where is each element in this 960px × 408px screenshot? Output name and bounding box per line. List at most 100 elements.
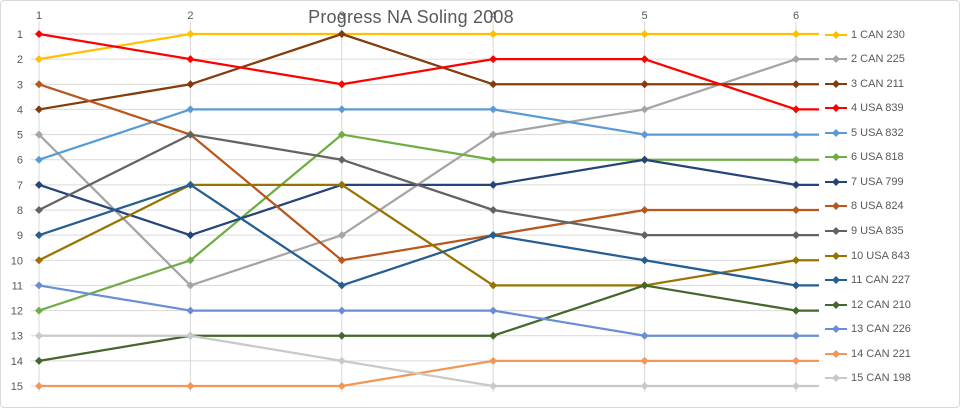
data-point-marker	[35, 206, 43, 215]
legend-label: 3 CAN 211	[851, 77, 904, 90]
y-axis-tick-label: 4	[17, 104, 23, 116]
y-axis-tick-label: 6	[17, 155, 23, 167]
legend-item[interactable]: 6 USA 818	[825, 151, 955, 164]
data-point-marker	[792, 105, 800, 114]
legend-item[interactable]: 8 USA 824	[825, 200, 955, 213]
series-11-CAN-227	[35, 180, 819, 290]
legend-diamond-icon	[832, 349, 840, 358]
series-line	[39, 359, 819, 388]
data-point-marker	[640, 105, 649, 114]
series-swatch-icon	[825, 79, 847, 88]
data-point-marker	[489, 55, 498, 64]
data-point-marker	[337, 30, 346, 38]
legend-item[interactable]: 10 USA 843	[825, 249, 955, 262]
series-swatch-icon	[825, 177, 847, 186]
legend-diamond-icon	[832, 55, 840, 64]
legend-diamond-icon	[832, 30, 840, 39]
series-swatch-icon	[825, 128, 847, 137]
legend-diamond-icon	[832, 227, 840, 235]
legend-item[interactable]: 5 USA 832	[825, 126, 955, 139]
series-9-USA-835	[35, 130, 819, 240]
legend-diamond-icon	[832, 202, 840, 211]
data-point-marker	[640, 155, 649, 164]
series-swatch-icon	[825, 374, 847, 383]
legend-item[interactable]: 4 USA 839	[825, 102, 955, 115]
y-axis-tick-label: 10	[11, 255, 23, 267]
data-point-marker	[640, 30, 649, 38]
legend-diamond-icon	[832, 300, 840, 309]
legend-item[interactable]: 13 CAN 226	[825, 323, 955, 336]
series-14-CAN-221	[35, 356, 819, 391]
data-point-marker	[640, 256, 649, 265]
data-point-marker	[337, 130, 346, 139]
data-point-marker	[337, 331, 346, 340]
data-point-marker	[640, 356, 649, 365]
data-point-marker	[792, 180, 800, 189]
y-axis-tick-label: 1	[17, 29, 23, 41]
data-point-marker	[792, 331, 800, 340]
data-point-marker	[489, 180, 498, 189]
legend-label: 11 CAN 227	[851, 274, 911, 287]
data-point-marker	[186, 80, 195, 89]
legend-item[interactable]: 9 USA 835	[825, 225, 955, 238]
y-axis-tick-label: 15	[11, 381, 23, 393]
data-point-marker	[792, 231, 800, 240]
data-point-marker	[186, 256, 195, 265]
y-axis-tick-label: 5	[17, 130, 23, 142]
data-point-marker	[186, 30, 195, 38]
data-point-marker	[337, 231, 346, 240]
data-point-marker	[640, 206, 649, 215]
legend-item[interactable]: 7 USA 799	[825, 175, 955, 188]
y-axis-tick-label: 12	[11, 306, 23, 318]
legend-label: 13 CAN 226	[851, 323, 911, 336]
legend-item[interactable]: 15 CAN 198	[825, 372, 955, 385]
legend-item[interactable]: 3 CAN 211	[825, 77, 955, 90]
legend-item[interactable]: 11 CAN 227	[825, 274, 955, 287]
data-point-marker	[489, 231, 498, 240]
series-1-CAN-230	[35, 30, 819, 64]
data-point-marker	[792, 356, 800, 365]
legend-item[interactable]: 14 CAN 221	[825, 347, 955, 360]
legend-item[interactable]: 2 CAN 225	[825, 53, 955, 66]
legend-diamond-icon	[832, 325, 840, 334]
data-point-marker	[35, 130, 43, 139]
series-12-CAN-210	[35, 281, 819, 365]
data-point-marker	[792, 80, 800, 89]
data-point-marker	[792, 281, 800, 290]
legend-diamond-icon	[832, 128, 840, 137]
data-point-marker	[186, 306, 195, 315]
data-point-marker	[337, 180, 346, 189]
data-point-marker	[337, 306, 346, 315]
series-line	[38, 58, 819, 287]
series-5-USA-832	[35, 105, 819, 164]
legend-label: 6 USA 818	[851, 151, 904, 164]
x-axis-tick-label: 2	[187, 10, 193, 22]
legend-label: 5 USA 832	[851, 126, 904, 139]
series-line	[38, 83, 819, 262]
data-point-marker	[489, 155, 498, 164]
data-point-marker	[792, 30, 800, 38]
data-point-marker	[186, 281, 195, 290]
data-point-marker	[186, 55, 195, 64]
data-point-marker	[35, 180, 43, 189]
data-point-marker	[337, 155, 346, 164]
data-point-marker	[35, 30, 43, 38]
series-line	[38, 32, 819, 111]
data-point-marker	[35, 382, 43, 391]
data-point-marker	[489, 130, 498, 139]
legend-diamond-icon	[832, 104, 840, 113]
data-point-marker	[489, 105, 498, 114]
data-point-marker	[640, 231, 649, 240]
data-point-marker	[337, 382, 346, 391]
data-point-marker	[640, 281, 649, 290]
y-axis-tick-label: 8	[17, 205, 23, 217]
data-point-marker	[640, 55, 649, 64]
legend-item[interactable]: 12 CAN 210	[825, 298, 955, 311]
legend-item[interactable]: 1 CAN 230	[825, 28, 955, 41]
y-axis-tick-label: 2	[17, 54, 23, 66]
data-point-marker	[640, 382, 649, 391]
legend-label: 7 USA 799	[851, 175, 904, 188]
legend-label: 8 USA 824	[851, 200, 904, 213]
data-point-marker	[489, 356, 498, 365]
